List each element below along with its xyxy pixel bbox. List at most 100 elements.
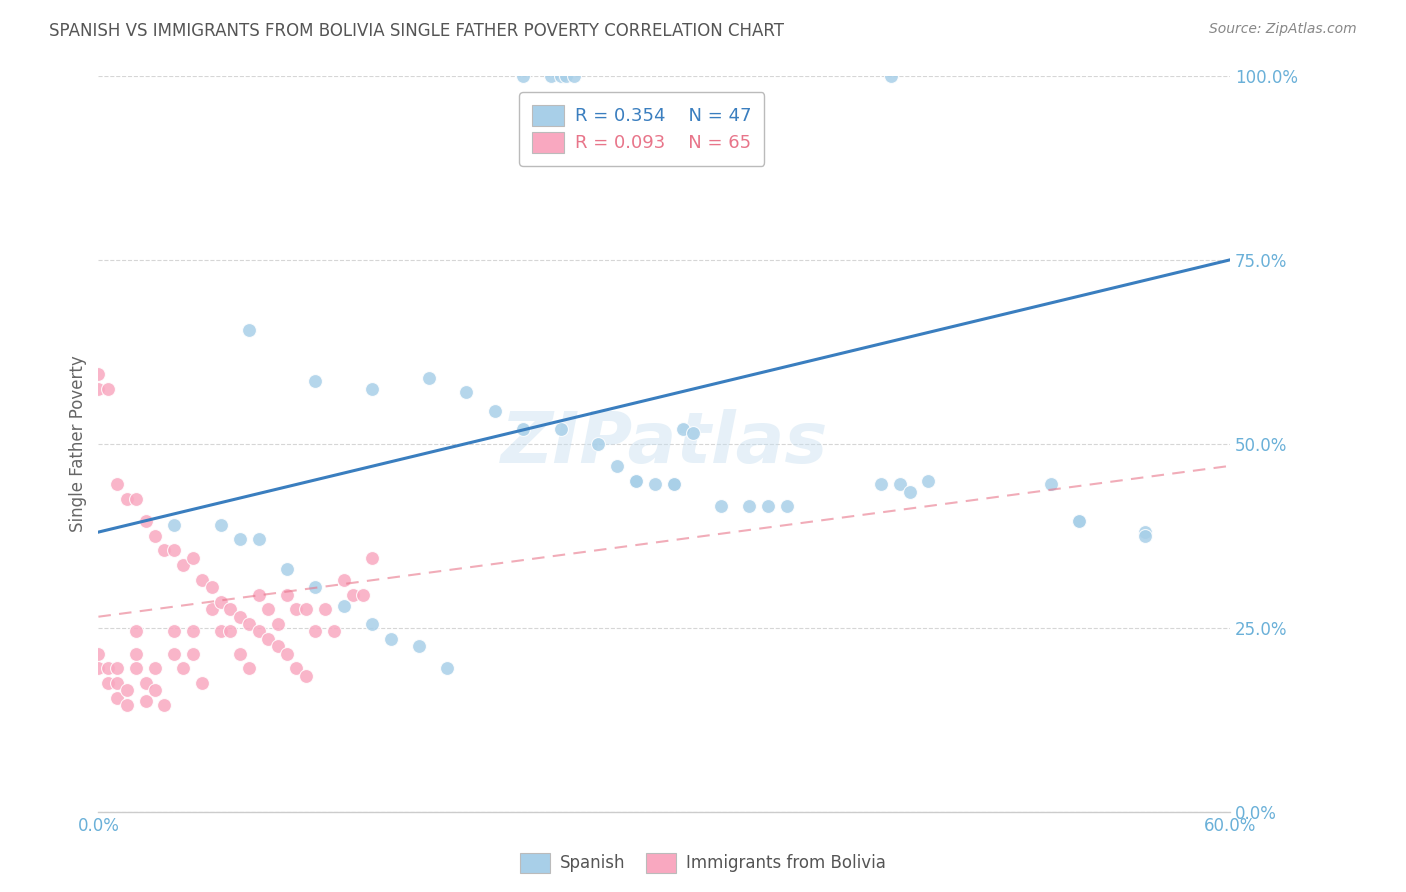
Point [87,661,110,675]
Point [662,477,685,491]
Point [87,647,110,661]
Point [125,491,148,506]
Point [512,422,534,436]
Point [276,647,298,661]
Point [247,533,270,547]
Point [352,588,374,602]
Point [418,370,440,384]
Point [163,647,186,661]
Point [257,632,280,646]
Point [644,477,666,491]
Point [776,500,799,514]
Point [125,661,148,675]
Point [285,602,308,616]
Point [163,624,186,639]
Point [257,602,280,616]
Point [201,602,224,616]
Point [163,543,186,558]
Point [153,543,176,558]
Point [143,529,166,543]
Point [540,69,562,83]
Point [1069,514,1091,528]
Point [219,624,242,639]
Point [181,624,204,639]
Point [209,624,232,639]
Point [276,562,298,576]
Point [125,624,148,639]
Point [115,698,138,712]
Point [889,477,911,491]
Point [408,639,430,653]
Point [285,661,308,675]
Point [135,676,157,690]
Point [361,550,384,565]
Point [97,382,120,396]
Point [172,558,194,573]
Point [314,602,336,616]
Point [555,69,578,83]
Point [247,624,270,639]
Point [135,694,157,708]
Point [361,617,384,632]
Point [624,474,647,488]
Point [238,617,260,632]
Point [550,69,572,83]
Legend: Spanish, Immigrants from Bolivia: Spanish, Immigrants from Bolivia [513,847,893,880]
Point [276,588,298,602]
Point [163,517,186,532]
Point [662,477,685,491]
Point [105,477,128,491]
Point [105,661,128,675]
Point [304,580,326,594]
Point [672,422,695,436]
Text: Source: ZipAtlas.com: Source: ZipAtlas.com [1209,22,1357,37]
Point [209,517,232,532]
Point [209,595,232,609]
Point [682,425,704,440]
Point [87,382,110,396]
Point [135,514,157,528]
Point [304,624,326,639]
Point [105,690,128,705]
Point [153,698,176,712]
Text: SPANISH VS IMMIGRANTS FROM BOLIVIA SINGLE FATHER POVERTY CORRELATION CHART: SPANISH VS IMMIGRANTS FROM BOLIVIA SINGL… [49,22,785,40]
Point [880,69,903,83]
Point [1135,524,1157,539]
Point [87,367,110,381]
Point [229,647,252,661]
Point [143,661,166,675]
Point [229,533,252,547]
Point [588,436,610,450]
Point [266,639,288,653]
Point [295,602,318,616]
Point [191,573,214,587]
Point [342,588,364,602]
Text: ZIPatlas: ZIPatlas [501,409,828,478]
Point [304,374,326,388]
Point [1135,529,1157,543]
Y-axis label: Single Father Poverty: Single Father Poverty [69,355,87,533]
Point [172,661,194,675]
Point [380,632,402,646]
Point [323,624,346,639]
Point [115,491,138,506]
Point [1069,514,1091,528]
Legend: R = 0.354    N = 47, R = 0.093    N = 65: R = 0.354 N = 47, R = 0.093 N = 65 [519,92,765,166]
Point [97,661,120,675]
Point [710,500,733,514]
Point [436,661,458,675]
Point [125,647,148,661]
Point [105,676,128,690]
Point [332,599,354,613]
Point [181,550,204,565]
Point [181,647,204,661]
Point [738,500,761,514]
Point [1040,477,1063,491]
Point [201,580,224,594]
Point [266,617,288,632]
Point [624,474,647,488]
Point [115,683,138,698]
Point [484,403,506,417]
Point [562,69,585,83]
Point [550,422,572,436]
